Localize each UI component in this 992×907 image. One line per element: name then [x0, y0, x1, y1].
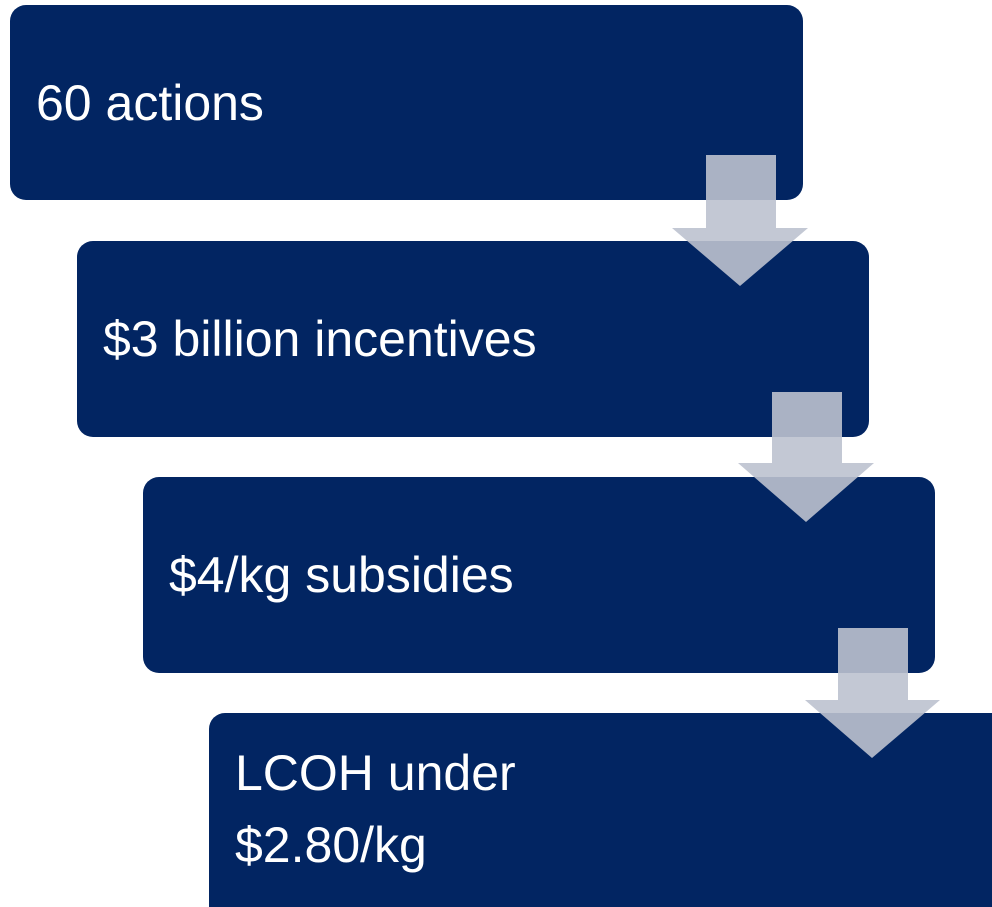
step-box [143, 477, 935, 673]
step-label: LCOH under [235, 745, 516, 801]
arrows [672, 155, 940, 758]
step-label: $4/kg subsidies [169, 547, 514, 603]
step-box [209, 713, 992, 907]
step: $4/kg subsidies [143, 477, 935, 673]
down-arrow [672, 155, 808, 286]
step-box [77, 241, 869, 437]
step-box [10, 5, 803, 200]
step: 60 actions [10, 5, 803, 200]
step-label: 60 actions [36, 75, 264, 131]
boxes: 60 actions $3 billion incentives $4/kg sub… [10, 5, 992, 907]
down-arrow [738, 392, 874, 522]
step-label: $3 billion incentives [103, 311, 537, 367]
step: $3 billion incentives [77, 241, 869, 437]
down-arrow [805, 628, 940, 758]
step-label: $2.80/kg [235, 817, 427, 873]
step: LCOH under $2.80/kg [209, 713, 992, 907]
